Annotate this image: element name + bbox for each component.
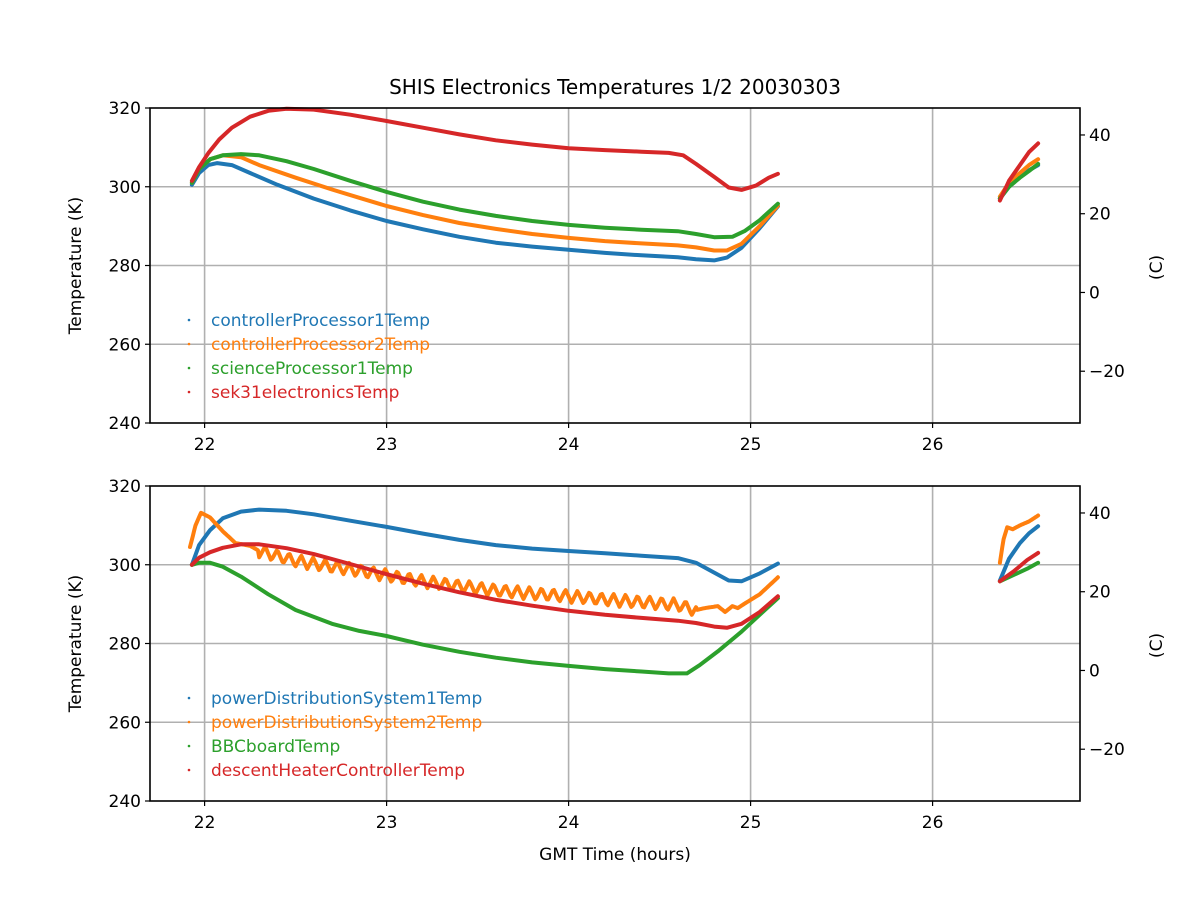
series-powerDistributionSystem2Temp <box>188 510 1041 617</box>
series-BBCboardTemp <box>189 560 1041 676</box>
chart-title: SHIS Electronics Temperatures 1/2 200303… <box>389 75 841 99</box>
x-tick-label: 24 <box>558 435 580 455</box>
legend-entry: controllerProcessor2Temp <box>211 335 430 355</box>
x-tick-label: 23 <box>376 813 398 833</box>
x-tick-label: 26 <box>922 435 944 455</box>
y-tick-label: 280 <box>109 257 141 277</box>
lower-subplot: 22 23 24 25 26 240 260 280 300 320 −20 0 20 40 Tempera… <box>66 477 1167 833</box>
x-tick-label: 22 <box>194 813 216 833</box>
legend-entry: controllerProcessor1Temp <box>211 311 430 331</box>
y-tick-label: 240 <box>109 414 141 434</box>
y-tick-label: 300 <box>109 178 141 198</box>
y-axis-label: Temperature (K) <box>66 197 86 336</box>
y-tick-label: 320 <box>109 477 141 497</box>
legend: controllerProcessor1Temp controllerProces… <box>187 311 430 403</box>
x-tick-label: 23 <box>376 435 398 455</box>
series-controllerProcessor1Temp <box>189 161 1041 263</box>
legend-marker <box>187 720 191 724</box>
legend-entry: descentHeaterControllerTemp <box>211 761 465 781</box>
series-line <box>997 524 1041 583</box>
y-tick-label: 260 <box>109 335 141 355</box>
x-tick-label: 24 <box>558 813 580 833</box>
series-line <box>189 507 780 584</box>
y-tick-label: 320 <box>109 99 141 119</box>
series-scienceProcessor1Temp <box>189 152 1041 240</box>
series-descentHeaterControllerTemp <box>189 542 1041 630</box>
legend-marker <box>187 696 191 700</box>
y-right-tick-label: 0 <box>1089 283 1100 303</box>
upper-subplot: 22 23 24 25 26 240 260 280 300 320 −20 0 20 40 Tempera… <box>66 99 1167 455</box>
series-line <box>997 513 1041 565</box>
y-right-axis-label: (C) <box>1147 255 1167 280</box>
series-line <box>189 542 780 630</box>
x-tick-label: 26 <box>922 813 944 833</box>
series-line <box>189 153 780 253</box>
legend-marker <box>187 744 191 748</box>
legend-marker <box>187 390 191 394</box>
legend-entry: powerDistributionSystem2Temp <box>211 713 482 733</box>
legend-entry: sek31electronicsTemp <box>211 383 399 403</box>
y-axis-label: Temperature (K) <box>66 575 86 714</box>
series-line <box>188 510 780 617</box>
series-line <box>997 550 1041 584</box>
series-line <box>189 560 780 676</box>
legend-marker <box>187 318 191 322</box>
y-right-tick-label: 20 <box>1089 205 1111 225</box>
series-line <box>189 152 780 240</box>
legend-entry: powerDistributionSystem1Temp <box>211 689 482 709</box>
legend-marker <box>187 366 191 370</box>
y-right-tick-label: 0 <box>1089 661 1100 681</box>
series-line <box>997 141 1041 203</box>
y-right-axis-label: (C) <box>1147 633 1167 658</box>
series-line <box>189 106 780 192</box>
series-sek31electronicsTemp <box>189 106 1041 203</box>
series-line <box>189 161 780 263</box>
legend-marker <box>187 342 191 346</box>
y-tick-label: 300 <box>109 556 141 576</box>
x-tick-label: 25 <box>740 435 762 455</box>
y-right-tick-label: −20 <box>1089 362 1125 382</box>
x-tick-label: 22 <box>194 435 216 455</box>
series-powerDistributionSystem1Temp <box>189 507 1041 584</box>
y-right-tick-label: 40 <box>1089 504 1111 524</box>
legend-entry: BBCboardTemp <box>211 737 340 757</box>
y-right-tick-label: −20 <box>1089 740 1125 760</box>
legend: powerDistributionSystem1Temp powerDistrib… <box>187 689 482 781</box>
y-tick-label: 240 <box>109 792 141 812</box>
x-axis-label: GMT Time (hours) <box>539 845 691 865</box>
y-right-tick-label: 40 <box>1089 126 1111 146</box>
y-tick-label: 280 <box>109 635 141 655</box>
legend-entry: scienceProcessor1Temp <box>211 359 413 379</box>
x-tick-label: 25 <box>740 813 762 833</box>
y-tick-label: 260 <box>109 713 141 733</box>
y-right-tick-label: 20 <box>1089 583 1111 603</box>
legend-marker <box>187 768 191 772</box>
